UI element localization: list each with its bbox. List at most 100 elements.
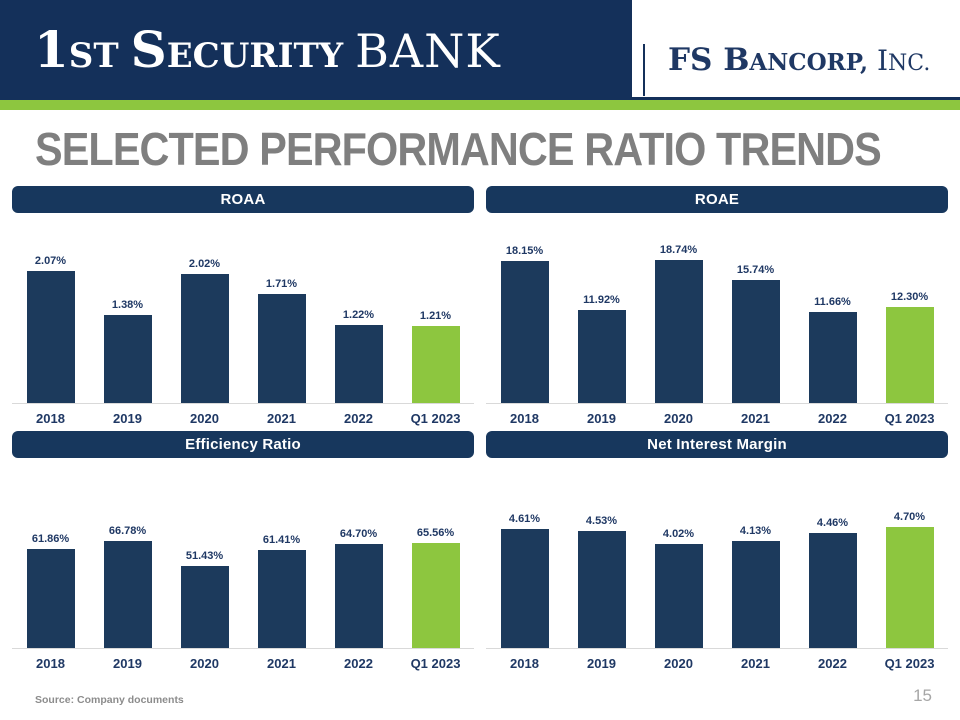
chart-panel-efficiency-ratio: Efficiency Ratio 61.86% 66.78% 51.43% 61.41… [12,431,474,671]
chart-title-efficiency-ratio: Efficiency Ratio [12,431,474,458]
bar-value-label: 4.53% [585,515,618,527]
bar-slot: 1.21% [397,244,474,403]
bar-value-label: 15.74% [736,264,775,276]
bar-slot: 1.38% [89,244,166,403]
x-axis-label: 2019 [587,411,616,426]
bancorp-logo-panel: FS BANCORP, INC. [632,0,960,100]
divider-line [632,97,960,100]
x-axis-label: 2022 [344,656,373,671]
chart-panel-roae: ROAE 18.15% 11.92% 18.74% 15.74% 11.66% 12.30… [486,186,948,426]
bar-2021 [731,280,780,403]
x-axis-label: Q1 2023 [884,656,935,671]
bar-value-label: 4.02% [662,528,695,540]
x-axis: 2018 2019 2020 2021 2022 Q1 2023 [486,404,948,426]
bar-2022 [808,312,857,403]
x-axis-label: 2021 [267,411,296,426]
logo-text: ANCORP, [749,49,869,76]
bar-2020 [654,544,703,648]
bar-value-label: 64.70% [339,528,378,540]
x-axis-label: 2021 [741,656,770,671]
bar-slot: 4.70% [871,489,948,648]
bar-2018 [26,549,75,648]
bar-slot: 12.30% [871,244,948,403]
bar-value-label: 65.56% [416,527,455,539]
bar-slot: 18.74% [640,244,717,403]
slide-header: 1ST SECURITY BANK FS BANCORP, INC. [0,0,960,100]
bar-q1-2023 [885,527,934,648]
bar-value-label: 11.92% [583,294,620,306]
x-axis-label: 2018 [510,656,539,671]
bar-2020 [180,566,229,648]
bar-2022 [808,533,857,648]
bar-slot: 11.66% [794,244,871,403]
logo-text: S [130,20,167,79]
bar-2021 [257,550,306,648]
bar-chart-roae: 18.15% 11.92% 18.74% 15.74% 11.66% 12.30% 201… [486,213,948,426]
bar-slot: 2.07% [12,244,89,403]
x-axis-label: 2022 [818,411,847,426]
x-axis-label: 2018 [510,411,539,426]
x-axis: 2018 2019 2020 2021 2022 Q1 2023 [12,404,474,426]
bar-2022 [334,325,383,403]
x-axis-label: Q1 2023 [410,656,461,671]
bar-value-label: 2.02% [188,258,221,270]
x-axis-label: 2022 [344,411,373,426]
bar-slot: 18.15% [486,244,563,403]
x-axis-label: Q1 2023 [410,411,461,426]
bar-slot: 2.02% [166,244,243,403]
bar-q1-2023 [411,543,460,648]
bar-slot: 4.02% [640,489,717,648]
logo-text: NC. [888,51,931,76]
bar-slot: 51.43% [166,489,243,648]
bar-slot: 65.56% [397,489,474,648]
page-title: SELECTED PERFORMANCE RATIO TRENDS [35,123,882,175]
logo-text: BANK [355,24,501,78]
bar-slot: 64.70% [320,489,397,648]
bar-value-label: 1.21% [419,310,452,322]
bar-slot: 1.71% [243,244,320,403]
first-security-bank-logo: 1ST SECURITY BANK [34,18,501,94]
chart-title-roae: ROAE [486,186,948,213]
logo-text: I [868,44,889,77]
bar-value-label: 1.38% [111,299,144,311]
bar-q1-2023 [411,326,460,403]
bar-slot: 61.41% [243,489,320,648]
x-axis-label: 2020 [190,411,219,426]
bar-value-label: 51.43% [185,550,224,562]
bar-2021 [731,541,780,648]
bar-2019 [577,310,626,403]
logo-text: ST [68,36,119,76]
bar-2018 [26,271,75,403]
green-accent-band [0,100,960,110]
bar-value-label: 2.07% [34,255,67,267]
bar-slot: 1.22% [320,244,397,403]
bar-slot: 61.86% [12,489,89,648]
bar-2021 [257,294,306,403]
bar-q1-2023 [885,307,934,403]
bank-logo-panel: 1ST SECURITY BANK [0,0,632,100]
x-axis-label: 2018 [36,656,65,671]
chart-panel-net-interest-margin: Net Interest Margin 4.61% 4.53% 4.02% 4.13%… [486,431,948,671]
page-number: 15 [913,686,932,705]
x-axis-label: 2021 [741,411,770,426]
chart-panel-roaa: ROAA 2.07% 1.38% 2.02% 1.71% 1.22% 1.21% 2018… [12,186,474,426]
plot-area: 18.15% 11.92% 18.74% 15.74% 11.66% 12.30% [486,244,948,404]
x-axis-label: 2020 [190,656,219,671]
bar-2020 [180,274,229,403]
x-axis: 2018 2019 2020 2021 2022 Q1 2023 [486,649,948,671]
logo-text: ECURITY [166,36,344,76]
bar-value-label: 4.61% [508,513,541,525]
fs-bancorp-logo: FS BANCORP, INC. [668,40,930,85]
x-axis: 2018 2019 2020 2021 2022 Q1 2023 [12,649,474,671]
bar-2020 [654,260,703,403]
bar-value-label: 61.86% [31,533,70,545]
bar-2018 [500,529,549,648]
bar-value-label: 12.30% [890,291,929,303]
charts-grid: ROAA 2.07% 1.38% 2.02% 1.71% 1.22% 1.21% 2018… [12,186,948,671]
x-axis-label: 2019 [113,411,142,426]
bar-slot: 4.13% [717,489,794,648]
bar-value-label: 4.46% [816,517,849,529]
bar-slot: 4.61% [486,489,563,648]
bar-2018 [500,261,549,403]
bar-value-label: 66.78% [108,525,147,537]
